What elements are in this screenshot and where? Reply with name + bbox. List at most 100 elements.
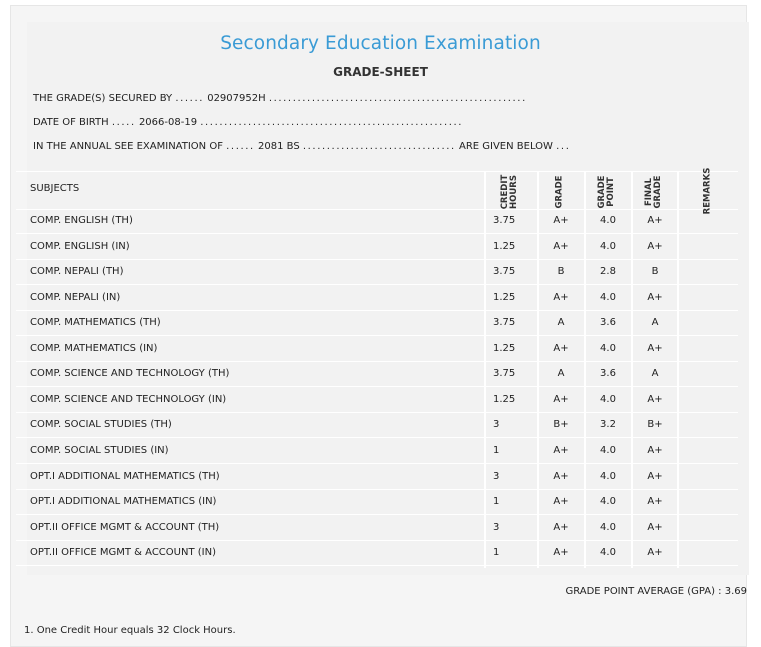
final-grade-header: FINAL GRADE: [644, 175, 663, 209]
final-grade-cell: A+: [647, 547, 663, 559]
credit-hours-cell: 1: [493, 444, 500, 456]
final-grade-cell: A+: [647, 240, 663, 252]
table-row: COMP. MATHEMATICS (TH) 3.75 A 3.6 A: [16, 311, 738, 337]
credit-hours-cell: 1.25: [493, 342, 516, 354]
column-divider: [484, 172, 486, 568]
exam-year: 2081 BS: [258, 141, 300, 152]
row-separator: [16, 360, 738, 362]
row-separator: [16, 514, 738, 516]
row-separator: [16, 335, 738, 337]
table-row: OPT.I ADDITIONAL MATHEMATICS (TH) 3 A+ 4.0 A…: [16, 465, 738, 490]
column-divider: [631, 172, 633, 568]
grade-cell: A+: [553, 291, 569, 303]
grade-point-cell: 4.0: [600, 240, 616, 252]
secured-by-label: THE GRADE(S) SECURED BY: [33, 93, 173, 104]
credit-hours-cell: 1: [493, 496, 500, 508]
exam-suffix: ARE GIVEN BELOW: [458, 141, 553, 152]
grade-point-cell: 4.0: [600, 444, 616, 456]
grade-point-header: GRADE POINT: [597, 175, 616, 209]
table-row: COMP. NEPALI (IN) 1.25 A+ 4.0 A+: [16, 286, 738, 311]
row-separator: [16, 386, 738, 388]
final-grade-cell: A+: [647, 496, 663, 508]
gpa-summary: GRADE POINT AVERAGE (GPA) : 3.69: [565, 586, 747, 597]
table-row: OPT.I ADDITIONAL MATHEMATICS (IN) 1 A+ 4.0 A…: [16, 490, 738, 516]
final-grade-cell: A: [651, 368, 659, 380]
grade-cell: A+: [553, 215, 569, 226]
grade-point-cell: 4.0: [600, 393, 616, 405]
grade-cell: A: [557, 368, 565, 380]
grade-point-cell: 4.0: [600, 215, 616, 226]
grade-cell: A+: [553, 521, 569, 533]
table-row: COMP. SCIENCE AND TECHNOLOGY (TH) 3.75 A 3.…: [16, 362, 738, 388]
table-row: OPT.II OFFICE MGMT & ACCOUNT (TH) 3 A+ 4.0 A…: [16, 516, 738, 541]
table-header-rule: [16, 209, 738, 210]
grade-point-cell: 3.2: [600, 419, 616, 431]
table-row: COMP. MATHEMATICS (IN) 1.25 A+ 4.0 A+: [16, 337, 738, 362]
subject-cell: COMP. MATHEMATICS (TH): [30, 317, 161, 329]
exam-label: IN THE ANNUAL SEE EXAMINATION OF: [33, 141, 223, 152]
grade-point-cell: 4.0: [600, 342, 616, 354]
grade-cell: A: [557, 317, 565, 329]
grade-point-cell: 2.8: [600, 266, 616, 278]
row-separator: [16, 565, 738, 567]
subject-cell: COMP. ENGLISH (TH): [30, 215, 133, 226]
table-row: OPT.II OFFICE MGMT & ACCOUNT (IN) 1 A+ 4.0 A…: [16, 541, 738, 567]
grade-cell: B+: [553, 419, 569, 431]
row-separator: [16, 462, 738, 464]
exam-line: IN THE ANNUAL SEE EXAMINATION OF ...... …: [33, 141, 571, 152]
grade-cell: A+: [553, 393, 569, 405]
grade-cell: A+: [553, 547, 569, 559]
subject-cell: COMP. MATHEMATICS (IN): [30, 342, 158, 354]
final-grade-cell: B: [651, 266, 659, 278]
subject-cell: COMP. SCIENCE AND TECHNOLOGY (TH): [30, 368, 230, 380]
credit-hours-cell: 1: [493, 547, 500, 559]
final-grade-cell: B+: [647, 419, 663, 431]
row-separator: [16, 437, 738, 439]
final-grade-cell: A+: [647, 342, 663, 354]
grade-sheet-heading: GRADE-SHEET: [333, 65, 428, 79]
grade-header: GRADE: [554, 175, 565, 209]
footnote: 1. One Credit Hour equals 32 Clock Hours…: [24, 625, 236, 636]
final-grade-cell: A+: [647, 444, 663, 456]
credit-hours-cell: 1.25: [493, 291, 516, 303]
credit-hours-cell: 3: [493, 470, 500, 482]
dob-label: DATE OF BIRTH: [33, 117, 109, 128]
final-grade-cell: A+: [647, 215, 663, 226]
remarks-header: REMARKS: [702, 167, 713, 215]
grade-cell: A+: [553, 496, 569, 508]
gpa-value: 3.69: [724, 586, 747, 597]
grade-point-cell: 4.0: [600, 470, 616, 482]
dob-value: 2066-08-19: [138, 117, 198, 128]
final-grade-cell: A+: [647, 393, 663, 405]
grade-point-cell: 4.0: [600, 291, 616, 303]
table-row: COMP. ENGLISH (TH) 3.75 A+ 4.0 A+: [16, 209, 738, 234]
subject-cell: OPT.II OFFICE MGMT & ACCOUNT (IN): [30, 547, 216, 559]
grade-point-cell: 4.0: [600, 496, 616, 508]
credit-hours-cell: 3: [493, 521, 500, 533]
dob-line: DATE OF BIRTH ..... 2066-08-19 .........…: [33, 117, 464, 128]
credit-hours-cell: 3.75: [493, 317, 516, 329]
credit-hours-cell: 3.75: [493, 266, 516, 278]
gpa-label: GRADE POINT AVERAGE (GPA) :: [565, 586, 722, 597]
secured-by-line: THE GRADE(S) SECURED BY ...... 02907952H…: [33, 93, 527, 104]
subject-cell: OPT.I ADDITIONAL MATHEMATICS (TH): [30, 470, 220, 482]
credit-hours-cell: 3.75: [493, 368, 516, 380]
table-row: COMP. SOCIAL STUDIES (TH) 3 B+ 3.2 B+: [16, 413, 738, 439]
row-separator: [16, 258, 738, 260]
subject-cell: COMP. SOCIAL STUDIES (TH): [30, 419, 172, 431]
symbol-number: 02907952H: [207, 93, 266, 104]
subject-cell: COMP. NEPALI (IN): [30, 291, 121, 303]
credit-hours-cell: 3: [493, 419, 500, 431]
subject-cell: COMP. SOCIAL STUDIES (IN): [30, 444, 169, 456]
credit-hours-cell: 1.25: [493, 393, 516, 405]
grade-cell: B: [557, 266, 565, 278]
table-top-rule: [16, 171, 738, 172]
column-divider: [537, 172, 539, 568]
final-grade-cell: A+: [647, 470, 663, 482]
table-row: COMP. SCIENCE AND TECHNOLOGY (IN) 1.25 A+ 4…: [16, 388, 738, 413]
credit-hours-header: CREDIT HOURS: [500, 174, 519, 210]
row-separator: [16, 309, 738, 311]
grade-sheet-card: [27, 22, 749, 575]
row-separator: [16, 539, 738, 541]
table-row: COMP. SOCIAL STUDIES (IN) 1 A+ 4.0 A+: [16, 439, 738, 464]
